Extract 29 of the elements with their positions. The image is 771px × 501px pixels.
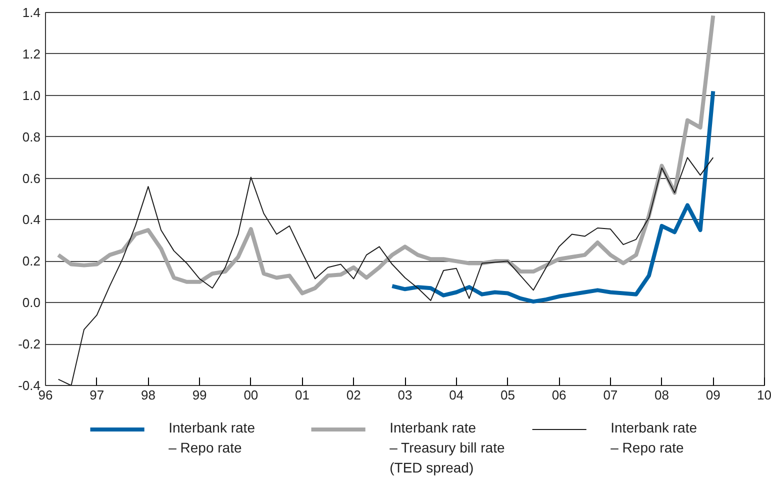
y-tick-label: 0.8 [22, 129, 41, 144]
line-series [56, 14, 716, 296]
y-tick-label: 1.4 [22, 5, 41, 20]
y-tick-label: -0.2 [18, 336, 41, 352]
x-tick-label: 10 [757, 388, 771, 402]
legend-label: Interbank rate – Repo rate [610, 420, 698, 456]
legend-label: Interbank rate – Repo rate [168, 420, 256, 456]
x-tick-label: 98 [140, 388, 156, 402]
x-tick-label: 02 [346, 388, 361, 402]
x-tick-label: 05 [500, 388, 515, 402]
y-tick-label: 1.0 [22, 88, 41, 103]
legend-label: Interbank rate – Treasury bill rate (TED spread) [390, 420, 505, 476]
x-tick-label: 04 [449, 388, 464, 402]
x-tick-label: 07 [603, 388, 618, 402]
y-tick-label: 0.2 [22, 254, 41, 269]
x-tick-label: 08 [654, 388, 670, 402]
line-series [58, 157, 714, 386]
y-tick-label: 1.2 [22, 46, 41, 62]
x-tick-label: 06 [552, 388, 566, 402]
line-series [390, 89, 716, 304]
x-tick-label: 99 [192, 388, 207, 402]
x-tick-label: 97 [90, 388, 104, 402]
x-tick-label: 09 [706, 388, 720, 402]
x-tick-label: 00 [244, 388, 258, 402]
x-tick-label: 03 [398, 388, 412, 402]
y-tick-label: 0.6 [22, 170, 41, 186]
y-tick-label: 0.0 [22, 295, 41, 310]
x-tick-label: 01 [295, 388, 310, 402]
y-tick-label: 0.4 [22, 212, 41, 228]
